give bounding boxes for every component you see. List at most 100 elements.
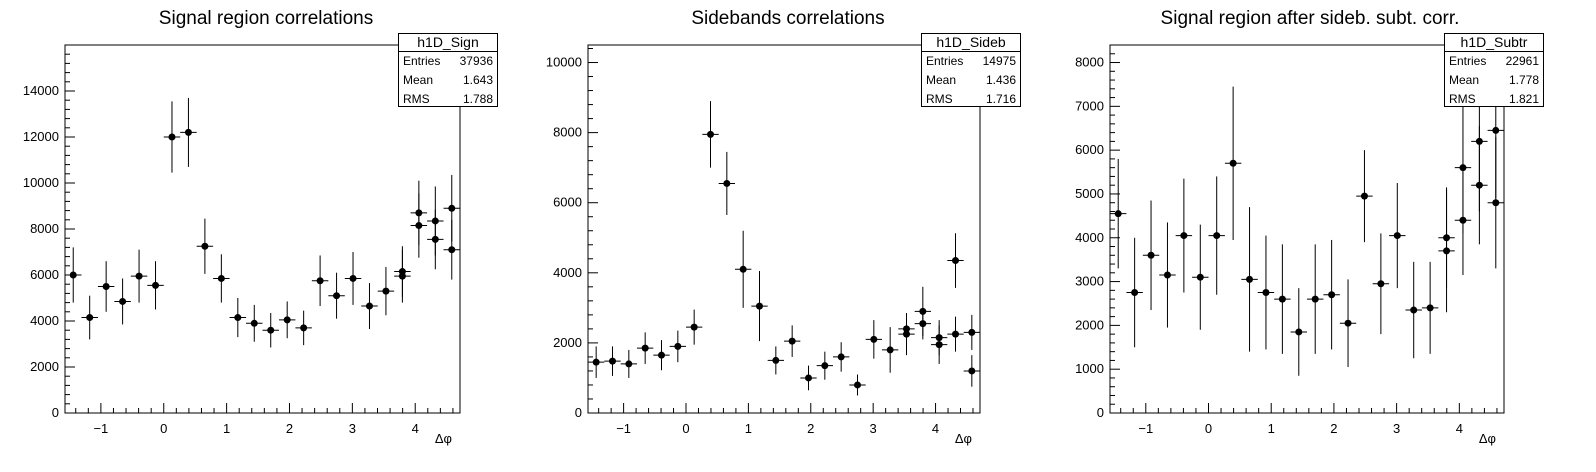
data-point [903,325,910,333]
data-point [135,272,143,280]
stats-entries-label: Entries [403,54,441,68]
data-point [1213,232,1221,240]
data-point [674,342,682,350]
data-point [448,246,456,254]
plot-frame [587,44,981,414]
x-tick-label: 3 [870,421,877,436]
x-tick-label: 4 [1456,421,1463,436]
data-point [919,320,927,328]
data-point [1377,280,1385,288]
data-point [1426,304,1434,312]
stats-entries-value: 14975 [982,54,1016,68]
data-point [1246,275,1254,283]
y-tick-label: 0 [52,405,59,420]
stats-entries-label: Entries [926,54,964,68]
stats-rms-value: 1.788 [462,92,493,106]
data-point [821,362,829,370]
y-tick-label: 2000 [30,359,59,374]
data-point [805,374,812,382]
data-point [641,344,649,352]
data-point [431,217,439,225]
data-point [1492,126,1500,134]
data-point [349,274,357,282]
y-tick-label: 6000 [553,195,582,210]
data-point [1229,159,1237,167]
data-point [1180,232,1188,240]
x-tick-label: 3 [349,421,356,436]
data-point [1459,164,1467,172]
y-tick-label: 14000 [23,83,59,98]
stats-rms-value: 1.716 [985,92,1016,106]
x-tick-label: 2 [807,421,814,436]
data-point [1492,199,1500,207]
stats-entries-value: 37936 [459,54,493,68]
y-tick-label: 2000 [553,335,582,350]
x-axis-label: Δφ [1479,431,1496,446]
stats-box: h1D_Sideb Entries 14975 Mean 1.436 RMS 1.71… [921,33,1021,107]
data-point [788,337,796,345]
data-point [723,179,731,187]
chart-title: Sidebands correlations [691,8,885,29]
stats-rms-label: RMS [403,92,430,106]
stats-rms-label: RMS [1449,92,1476,106]
data-point [1311,295,1319,303]
data-point [1393,232,1401,240]
y-tick-label: 7000 [1075,98,1104,113]
y-tick-label: 0 [1097,405,1104,420]
y-tick-label: 0 [575,405,582,420]
data-point [300,324,308,332]
data-point [382,287,390,295]
data-point [952,330,959,338]
data-point [690,323,698,331]
stats-mean-value: 1.643 [462,73,493,87]
data-point [1475,137,1483,145]
x-tick-label: 4 [412,421,419,436]
y-tick-label: 5000 [1075,186,1104,201]
data-point [102,283,110,290]
y-tick-label: 10000 [546,55,582,70]
data-point [1410,306,1418,314]
chart-title: Signal region correlations [158,8,374,29]
stats-mean-label: Mean [926,73,957,87]
plot-signal: −1 0 1 2 3 4 Δφ 0 2000 4000 6000 8000 10000 12000 1400… [23,44,461,446]
y-tick-label: 4000 [30,313,59,328]
x-axis-label: Δφ [955,431,972,446]
y-tick-label: 2000 [1075,317,1104,332]
x-tick-label: 3 [1393,421,1400,436]
data-point [234,314,242,322]
y-tick-label: 10000 [23,175,59,190]
y-tick-label: 4000 [553,265,582,280]
stats-title: h1D_Sideb [922,34,1020,52]
data-point [625,360,633,368]
x-tick-label: 1 [1268,421,1275,436]
y-tick-label: 6000 [30,267,59,282]
y-tick-label: 8000 [30,221,59,236]
data-point [283,316,291,324]
data-point [1196,273,1204,281]
data-point [592,358,600,366]
data-point [1278,295,1286,303]
x-axis-label: Δφ [435,431,452,446]
y-tick-label: 3000 [1075,274,1104,289]
stats-box: h1D_Subtr Entries 22961 Mean 1.778 RMS 1.82… [1444,33,1544,107]
x-tick-label: 1 [745,421,752,436]
plot-sidebands: −1 0 1 2 3 4 Δφ 0 2000 4000 6000 8000 10000 [546,44,981,446]
data-point [935,334,943,342]
data-point [870,335,878,343]
data-point [1443,247,1451,255]
y-tick-label: 4000 [1075,230,1104,245]
data-point [333,292,341,300]
data-point [707,130,714,138]
data-point [398,268,406,276]
data-point [1114,210,1122,218]
stats-title: h1D_Sign [399,34,497,52]
panel-sidebands: Sidebands correlations −1 0 1 2 3 4 Δφ 0 2000 400… [522,0,1054,472]
x-tick-label: 0 [682,421,689,436]
stats-mean-value: 1.778 [1508,73,1539,87]
x-tick-label: 0 [160,421,167,436]
y-tick-label: 1000 [1075,361,1104,376]
stats-title: h1D_Subtr [1445,34,1543,52]
stats-entries-value: 22961 [1505,54,1539,68]
data-point [86,314,94,322]
data-point [739,265,747,273]
